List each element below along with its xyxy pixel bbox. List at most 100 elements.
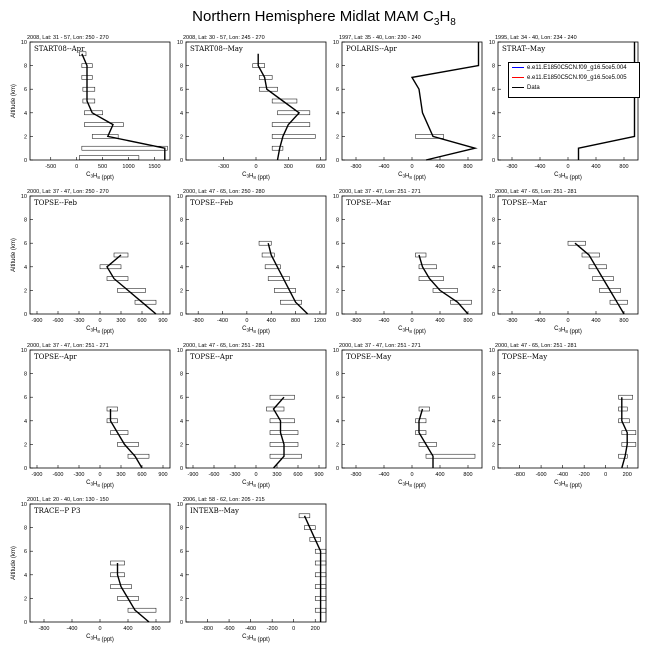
y-tick-label: 2 [24, 442, 27, 448]
panel-label: TOPSE--Feb [190, 199, 234, 207]
plot-frame [185, 503, 327, 623]
y-tick-label: 2 [24, 134, 27, 140]
panel-12: 2000, Lat: 47 - 65, Lon: 251 - 281 TOPSE-… [489, 343, 639, 489]
x-axis-label-sub: 8 [409, 483, 412, 488]
x-tick-label: -600 [536, 472, 547, 478]
y-tick-label: 8 [24, 218, 27, 224]
panel-header: 2006, Lat: 58 - 62, Lon: 205 - 215 [183, 497, 265, 503]
x-axis-label-part: H [405, 482, 409, 488]
range-box [621, 442, 637, 447]
panel-13: 2001, Lat: 20 - 40, Lon: 130 - 150 TRACE-… [11, 497, 171, 643]
x-tick-label: -500 [45, 164, 56, 170]
range-box [581, 252, 600, 258]
panel-2: 2008, Lat: 30 - 57, Lon: 245 - 270 START0… [177, 35, 327, 181]
y-tick-label: 0 [336, 466, 339, 472]
y-tick-label: 4 [24, 573, 27, 579]
range-box [618, 406, 628, 412]
x-tick-label: 400 [591, 318, 600, 324]
x-axis-label-part: (ppt) [412, 329, 426, 335]
x-tick-label: 600 [137, 318, 146, 324]
y-tick-label: 10 [21, 348, 27, 354]
y-tick-label: 8 [180, 64, 183, 70]
x-axis-label-part: H [561, 328, 565, 334]
x-axis-label-part: H [561, 482, 565, 488]
data-profile-line [574, 242, 625, 315]
y-tick-label: 6 [336, 395, 339, 401]
x-axis-label-part: H [93, 328, 97, 334]
x-tick-label: 800 [619, 318, 628, 324]
x-axis-label-part: (ppt) [256, 483, 270, 489]
x-tick-label: -900 [187, 472, 198, 478]
x-axis-label-sub: 8 [409, 175, 412, 180]
x-tick-label: 300 [272, 472, 281, 478]
range-box [106, 406, 118, 412]
y-tick-label: 4 [24, 419, 27, 425]
range-box [309, 537, 321, 542]
panel-header: 2008, Lat: 31 - 57, Lon: 250 - 270 [27, 35, 109, 41]
range-box [415, 134, 444, 139]
y-tick-label: 2 [24, 596, 27, 602]
range-box [269, 418, 295, 424]
data-profile-line [621, 397, 628, 469]
range-box [261, 252, 275, 258]
panel-label: TOPSE--Mar [346, 199, 391, 207]
x-axis-label-part: (ppt) [100, 637, 114, 643]
y-tick-label: 10 [177, 348, 183, 354]
x-tick-label: 900 [158, 318, 167, 324]
panel-header: 1995, Lat: 34 - 40, Lon: 234 - 240 [495, 35, 577, 41]
y-tick-label: 4 [180, 111, 183, 117]
y-tick-label: 0 [24, 466, 27, 472]
y-tick-label: 6 [336, 241, 339, 247]
x-axis-label: C3H8 (ppt) [86, 634, 114, 643]
y-tick-label: 0 [24, 312, 27, 318]
x-axis-label-part: C [242, 326, 247, 332]
x-axis-label-sub: 3 [90, 636, 93, 641]
panel-label: TOPSE--Apr [34, 353, 77, 361]
x-tick-label: 500 [98, 164, 107, 170]
x-tick-label: 0 [254, 472, 257, 478]
panel-label: POLARIS--Apr [346, 45, 398, 53]
y-tick-label: 2 [336, 442, 339, 448]
x-axis-label-sub: 3 [90, 328, 93, 333]
x-axis-label-sub: 8 [409, 329, 412, 334]
x-tick-label: -600 [52, 318, 63, 324]
plot-frame [29, 503, 171, 623]
x-tick-label: -800 [350, 164, 361, 170]
y-tick-label: 2 [492, 288, 495, 294]
x-axis-label-part: H [93, 482, 97, 488]
y-tick-label: 6 [24, 549, 27, 555]
range-box [269, 430, 299, 435]
panel-10: 2000, Lat: 47 - 65, Lon: 251 - 281 TOPSE-… [177, 343, 327, 489]
panel-header: 1997, Lat: 35 - 40, Lon: 230 - 240 [339, 35, 421, 41]
plot-frame [497, 349, 639, 469]
y-tick-label: 10 [177, 194, 183, 200]
data-profile-line [272, 396, 285, 469]
range-box [304, 525, 316, 530]
x-tick-label: 400 [591, 164, 600, 170]
x-tick-label: 200 [311, 626, 320, 632]
y-tick-label: 0 [24, 620, 27, 626]
figure-title-text: Northern Hemisphere Midlat MAM C [192, 8, 434, 25]
x-axis-label-sub: 3 [402, 174, 405, 179]
x-tick-label: 800 [151, 626, 160, 632]
legend: e.e11.E1850C5CN.f09_g16.5ce5.004 e.e11.E… [508, 62, 640, 98]
panel-label: STRAT--May [502, 45, 545, 53]
panel-label: TOPSE--May [346, 353, 391, 361]
range-box [418, 442, 437, 447]
range-box [432, 288, 458, 293]
x-tick-label: 0 [604, 472, 607, 478]
legend-label: e.e11.E1850C5CN.f09_g16.5ce5.004 [527, 65, 627, 71]
range-box [269, 453, 302, 459]
range-box [110, 430, 129, 435]
x-tick-label: -300 [218, 164, 229, 170]
x-axis-label-part: H [249, 174, 253, 180]
panel-14: 2006, Lat: 58 - 62, Lon: 205 - 215 INTEXB… [177, 497, 327, 643]
y-tick-label: 8 [180, 218, 183, 224]
x-axis-label-sub: 3 [246, 636, 249, 641]
x-axis-label-part: H [249, 482, 253, 488]
panel-4: 1995, Lat: 34 - 40, Lon: 234 - 240 STRAT-… [489, 35, 639, 181]
x-axis-label-part: C [554, 326, 559, 332]
range-box [271, 122, 311, 127]
x-axis-label-part: H [249, 328, 253, 334]
